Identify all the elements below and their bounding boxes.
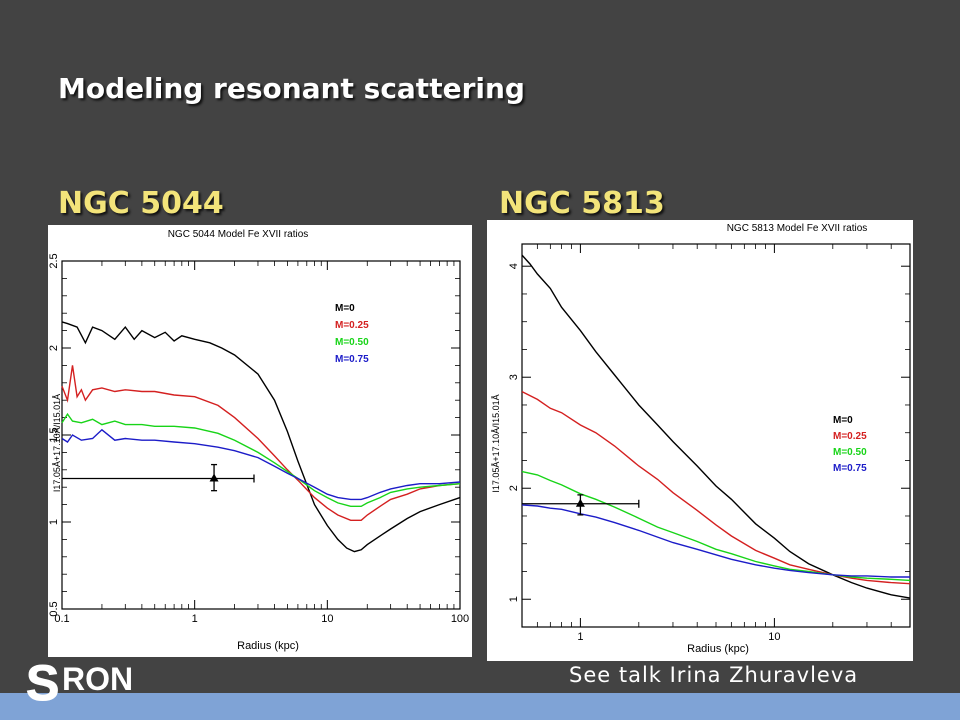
y-tick-label: 1.5 [48,427,60,442]
series-line-m-0-75 [521,504,910,578]
legend-entry: M=0.75 [335,354,369,365]
series-line-m-0-75 [61,428,461,501]
observation-marker [209,473,219,482]
y-tick-label: 3 [508,374,520,380]
series-line-m-0-50 [521,470,911,582]
y-tick-label: 2 [48,345,60,351]
slide-title: Modeling resonant scattering [58,72,525,105]
svg-text:S: S [26,656,59,706]
series-line-m-0-25 [61,365,461,521]
ngc5044-heading: NGC 5044 [58,186,224,221]
chart-title: NGC 5044 Model Fe XVII ratios [168,229,309,240]
y-tick-label: 1 [48,519,60,525]
legend-entry: M=0.25 [335,320,369,331]
series-line-m-0 [61,321,461,553]
plot-frame [61,260,461,610]
x-tick-label: 1 [577,631,583,643]
y-axis-label: I17.05Å+17.10Å/I15.01Å [52,394,62,492]
y-axis-label: I17.05Å+17.10Å/I15.01Å [491,394,501,492]
x-tick-label: 10 [321,613,333,625]
legend-entry: M=0.25 [833,431,867,442]
y-tick-label: 1 [508,596,520,602]
legend-entry: M=0 [833,415,853,426]
x-tick-label: 10 [768,631,780,643]
legend-entry: M=0.75 [833,463,867,474]
sron-logo: S RON [26,656,133,706]
series-line-m-0-50 [61,412,461,507]
x-tick-label: 100 [451,613,469,625]
chart-title: NGC 5813 Model Fe XVII ratios [727,223,868,234]
ngc5813-chart-panel: NGC 5813 Model Fe XVII ratios 1 10 1 2 3 4 Radi… [487,220,913,661]
ngc5813-chart: NGC 5813 Model Fe XVII ratios 1 10 1 2 3 4 Radi… [491,223,911,655]
y-tick-label: 0.5 [48,601,60,616]
y-tick-label: 4 [508,263,520,269]
ngc5044-chart-panel: NGC 5044 Model Fe XVII ratios 0.1 1 10 100 0.… [48,225,472,657]
series-line-m-0 [521,254,911,599]
footer-bar [0,693,960,720]
x-axis-label: Radius (kpc) [237,640,299,652]
observation-marker [575,498,585,507]
ngc5044-chart: NGC 5044 Model Fe XVII ratios 0.1 1 10 100 0.… [48,229,469,652]
x-tick-label: 0.1 [54,613,69,625]
y-tick-label: 2.5 [48,253,60,268]
legend-entry: M=0 [335,303,355,314]
legend-entry: M=0.50 [833,447,867,458]
x-axis-label: Radius (kpc) [687,643,749,655]
legend-entry: M=0.50 [335,337,369,348]
svg-text:RON: RON [62,661,133,697]
y-tick-label: 2 [508,485,520,491]
talk-credit: See talk Irina Zhuravleva [569,663,859,687]
x-tick-label: 1 [192,613,198,625]
ngc5813-heading: NGC 5813 [499,186,665,221]
